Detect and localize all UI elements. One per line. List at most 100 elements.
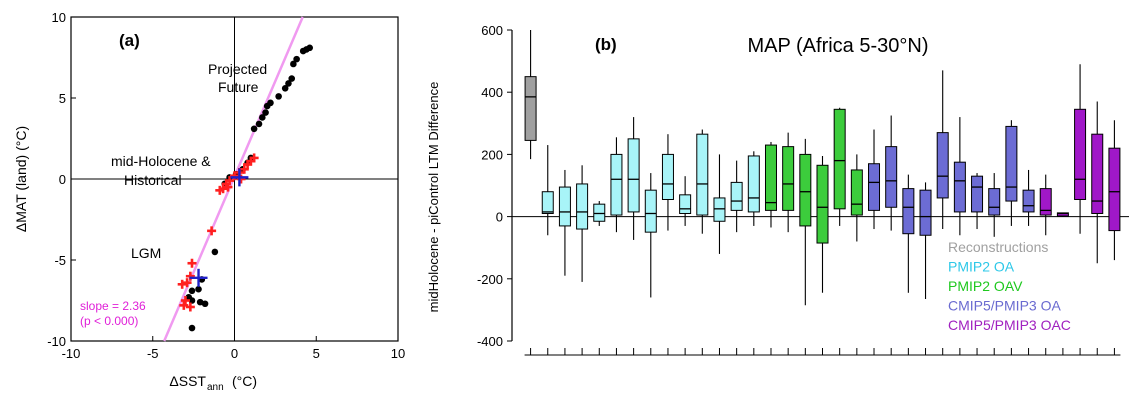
data-point-circle xyxy=(281,84,289,92)
data-point-plus xyxy=(239,164,249,174)
box-item xyxy=(747,151,760,355)
box-iqr xyxy=(988,188,1001,216)
panel-b-legend: Reconstructions PMIP2 OA PMIP2 OAV CMIP5/PM… xyxy=(948,239,1071,333)
box-item xyxy=(936,70,949,355)
panel-a-xlabel-unit: (°C) xyxy=(232,373,257,389)
box-item xyxy=(593,201,606,355)
annotation-future-2: Future xyxy=(218,79,259,95)
box-item xyxy=(558,169,571,355)
box-iqr xyxy=(902,188,915,235)
box-item xyxy=(1091,101,1104,355)
data-point-circle xyxy=(275,93,282,100)
box-iqr xyxy=(610,153,623,216)
box-item xyxy=(868,129,881,355)
box-item xyxy=(713,154,726,355)
box-iqr xyxy=(919,189,932,236)
box-item xyxy=(524,30,537,355)
data-point-plus xyxy=(185,302,195,312)
data-point-plus xyxy=(185,271,195,281)
annotation-pvalue: (p < 0.000) xyxy=(80,314,138,328)
annotation-holocene-2: Historical xyxy=(124,172,182,188)
x-tick-label: 5 xyxy=(313,346,320,361)
data-point-circle xyxy=(195,285,202,293)
box-iqr xyxy=(558,186,571,227)
y-tick-label: 10 xyxy=(52,10,66,25)
box-iqr xyxy=(627,138,640,213)
data-point-circle xyxy=(188,297,196,304)
data-point-plus xyxy=(180,296,190,305)
data-point-circle xyxy=(201,300,209,308)
box-iqr xyxy=(953,161,966,213)
box-iqr xyxy=(679,194,692,214)
data-point-circle xyxy=(263,102,271,110)
x-tick-label: -10 xyxy=(62,346,81,361)
box-item xyxy=(610,137,623,355)
data-point-mean-cross xyxy=(230,168,249,187)
box-item xyxy=(661,134,674,355)
box-iqr xyxy=(833,108,846,210)
data-point-plus xyxy=(207,226,217,236)
panel-b-title: MAP (Africa 5-30°N) xyxy=(747,35,928,57)
box-iqr xyxy=(730,181,743,211)
data-point-plus xyxy=(236,174,246,184)
box-iqr xyxy=(850,169,863,216)
annotation-slope: slope = 2.36 xyxy=(80,299,146,313)
box-iqr xyxy=(868,163,881,211)
box-item xyxy=(1074,64,1087,355)
box-item xyxy=(679,176,692,355)
box-item xyxy=(885,115,898,355)
box-iqr xyxy=(1091,133,1104,214)
y-tick-label: -400 xyxy=(477,334,503,349)
box-iqr xyxy=(644,189,657,233)
box-iqr xyxy=(541,191,554,214)
data-point-plus xyxy=(215,185,225,195)
y-tick-label: 5 xyxy=(59,91,66,106)
box-iqr xyxy=(885,146,898,208)
box-item xyxy=(576,165,589,355)
y-tick-label: -5 xyxy=(54,253,66,268)
box-item xyxy=(644,173,657,355)
box-item xyxy=(799,138,812,355)
data-point-mean-cross xyxy=(189,268,208,287)
box-item xyxy=(696,129,709,355)
legend-entry: CMIP5/PMIP3 OAC xyxy=(948,317,1071,333)
box-item xyxy=(1108,120,1121,355)
panel-a-ticks: -10 -5 0 5 10 -10 -5 0 5 10 xyxy=(47,10,405,361)
data-point-plus xyxy=(223,182,233,192)
annotation-holocene-1: mid-Holocene & xyxy=(111,153,211,169)
box-iqr xyxy=(799,153,812,227)
data-point-circle xyxy=(293,55,300,63)
data-point-plus xyxy=(182,278,192,288)
data-point-circle xyxy=(211,248,219,256)
y-tick-label: 600 xyxy=(481,23,503,38)
box-item xyxy=(1056,212,1069,355)
box-iqr xyxy=(576,183,589,230)
x-tick-label: 10 xyxy=(391,346,405,361)
box-iqr xyxy=(816,164,829,244)
box-iqr xyxy=(593,203,606,222)
box-item xyxy=(541,145,554,355)
data-point-circle xyxy=(288,75,296,82)
data-point-circle xyxy=(262,109,269,116)
box-iqr xyxy=(971,175,984,213)
panel-a-points xyxy=(177,44,314,332)
box-iqr xyxy=(936,132,949,199)
data-point-circle xyxy=(188,324,196,332)
data-point-circle xyxy=(250,125,258,133)
box-iqr xyxy=(1022,189,1035,213)
box-iqr xyxy=(524,76,537,141)
y-tick-label: -10 xyxy=(47,334,66,349)
legend-entry: Reconstructions xyxy=(948,239,1048,255)
box-item xyxy=(850,154,863,355)
y-tick-label: 0 xyxy=(496,210,503,225)
box-iqr xyxy=(713,197,726,222)
box-iqr xyxy=(747,155,760,213)
box-item xyxy=(782,132,795,355)
data-point-circle xyxy=(290,60,297,68)
box-iqr xyxy=(661,153,674,200)
data-point-plus xyxy=(243,159,253,169)
box-item xyxy=(1005,120,1018,355)
x-tick-label: 0 xyxy=(231,346,238,361)
box-iqr xyxy=(1005,125,1018,202)
